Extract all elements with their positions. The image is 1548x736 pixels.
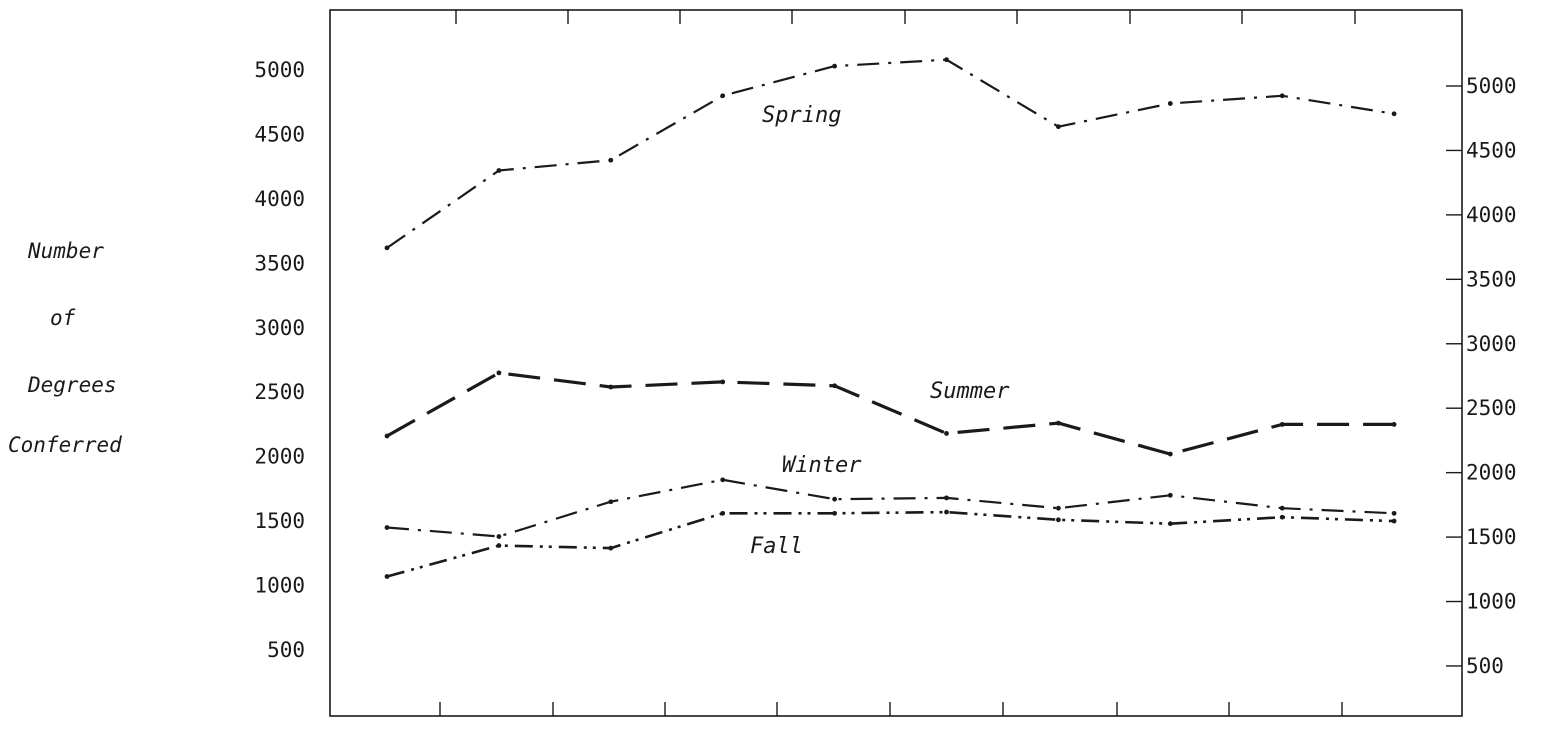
right-y-tick-label: 2500 — [1466, 396, 1517, 420]
data-point-spring — [384, 245, 390, 251]
data-point-winter — [384, 525, 390, 530]
data-point-winter — [1391, 510, 1397, 516]
y-axis-title: Number of Degrees Conferred — [8, 239, 122, 457]
data-point-spring — [1391, 111, 1397, 117]
data-point-winter — [496, 534, 502, 539]
data-point-winter — [1056, 505, 1061, 511]
y-axis-title-line-4: Conferred — [8, 433, 122, 457]
data-point-winter — [1279, 505, 1285, 511]
data-point-fall — [1056, 517, 1061, 523]
data-point-winter — [1167, 492, 1173, 498]
data-point-summer — [944, 431, 949, 436]
left-y-tick-label: 2500 — [254, 380, 305, 404]
data-point-spring — [608, 157, 614, 163]
series-label-summer: Summer — [930, 379, 1010, 404]
series-labels: Spring Summer Winter Fall — [750, 103, 1010, 559]
data-point-fall — [608, 545, 614, 551]
series-line-summer — [386, 371, 1395, 456]
data-point-fall — [496, 543, 502, 548]
left-y-tick-label: 4000 — [254, 187, 305, 211]
data-point-winter — [944, 495, 949, 501]
left-y-tick-label: 4500 — [254, 122, 305, 146]
left-y-tick-labels: 500 1000 1500 2000 2500 3000 3500 4000 4500 5000 — [254, 58, 305, 662]
right-y-tick-label: 500 — [1466, 654, 1504, 678]
y-axis-title-line-3: Degrees — [27, 373, 117, 397]
right-y-tick-label: 2000 — [1466, 461, 1517, 485]
right-y-tick-label: 4500 — [1466, 138, 1517, 162]
y-axis-title-line-2: of — [50, 306, 76, 330]
data-point-fall — [1279, 514, 1285, 520]
right-y-tick-label: 3500 — [1466, 267, 1517, 291]
data-point-spring — [944, 57, 949, 63]
left-y-tick-label: 3500 — [254, 251, 305, 275]
data-point-summer — [1279, 422, 1285, 427]
data-point-summer — [384, 433, 390, 439]
series-label-spring: Spring — [762, 103, 841, 128]
left-y-tick-label: 1000 — [254, 574, 305, 598]
data-point-fall — [1167, 521, 1173, 527]
series-line-fall — [386, 510, 1395, 578]
series-lines — [384, 57, 1397, 579]
data-point-summer — [1391, 422, 1397, 427]
data-point-fall — [832, 510, 837, 516]
data-point-spring — [1167, 101, 1173, 106]
left-y-tick-label: 1500 — [254, 509, 305, 533]
left-y-tick-label: 2000 — [254, 445, 305, 469]
data-point-fall — [720, 510, 726, 516]
left-y-tick-label: 3000 — [254, 316, 305, 340]
data-point-spring — [496, 168, 502, 173]
left-y-tick-label: 500 — [267, 638, 305, 662]
data-point-summer — [496, 370, 502, 376]
data-point-winter — [832, 496, 837, 502]
y-axis-title-line-1: Number — [27, 239, 104, 263]
right-y-tick-label: 3000 — [1466, 332, 1517, 356]
data-point-fall — [944, 509, 949, 515]
right-y-tick-label: 1500 — [1466, 525, 1517, 549]
right-y-tick-label: 4000 — [1466, 203, 1517, 227]
data-point-fall — [384, 574, 390, 579]
right-y-tick-label: 5000 — [1466, 74, 1517, 98]
data-point-fall — [1391, 518, 1397, 524]
data-point-summer — [1167, 451, 1173, 457]
data-point-winter — [608, 499, 614, 505]
right-y-tick-labels: 500 1000 1500 2000 2500 3000 3500 4000 4500 5000 — [1446, 74, 1517, 678]
series-line-spring — [386, 58, 1395, 249]
plot-frame — [329, 9, 1463, 717]
data-point-summer — [1056, 420, 1061, 426]
data-point-spring — [1279, 93, 1285, 99]
data-point-spring — [832, 63, 837, 69]
data-point-summer — [608, 384, 614, 390]
series-line-winter — [386, 478, 1395, 538]
axis-ticks — [439, 10, 1356, 716]
series-label-winter: Winter — [782, 453, 862, 478]
data-point-spring — [1056, 124, 1061, 130]
data-point-spring — [720, 93, 726, 99]
left-y-tick-label: 5000 — [254, 58, 305, 82]
right-y-tick-label: 1000 — [1466, 590, 1517, 614]
series-label-fall: Fall — [750, 534, 803, 559]
data-point-summer — [832, 383, 837, 389]
data-point-winter — [720, 477, 726, 483]
data-point-summer — [720, 379, 726, 385]
